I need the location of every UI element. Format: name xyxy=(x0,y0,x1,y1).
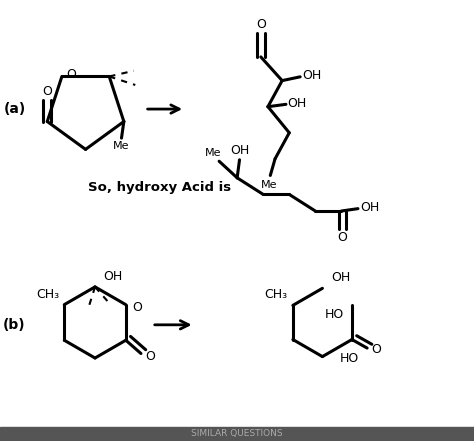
Text: OH: OH xyxy=(360,201,379,214)
Text: O: O xyxy=(337,231,347,244)
Text: Me: Me xyxy=(113,141,130,151)
Text: OH: OH xyxy=(230,144,249,157)
Text: So, hydroxy Acid is: So, hydroxy Acid is xyxy=(88,181,231,194)
Text: HO: HO xyxy=(324,308,344,321)
Text: O: O xyxy=(66,67,76,81)
Text: O: O xyxy=(42,85,52,98)
Text: (a): (a) xyxy=(3,102,26,116)
Text: O: O xyxy=(133,300,143,314)
Text: (b): (b) xyxy=(3,318,26,332)
Text: OH: OH xyxy=(103,270,123,283)
Text: O: O xyxy=(256,18,266,31)
Text: SIMILAR QUESTIONS: SIMILAR QUESTIONS xyxy=(191,430,283,438)
Text: O: O xyxy=(146,350,155,363)
Text: OH: OH xyxy=(331,271,350,284)
Text: OH: OH xyxy=(302,69,321,82)
Text: CH₃: CH₃ xyxy=(265,288,288,302)
Text: OH: OH xyxy=(288,97,307,110)
Bar xyxy=(0,427,474,441)
Text: CH₃: CH₃ xyxy=(36,288,59,301)
Text: HO: HO xyxy=(340,352,359,365)
Text: Me: Me xyxy=(261,180,278,190)
Text: Me: Me xyxy=(205,148,222,158)
Text: O: O xyxy=(372,343,382,355)
